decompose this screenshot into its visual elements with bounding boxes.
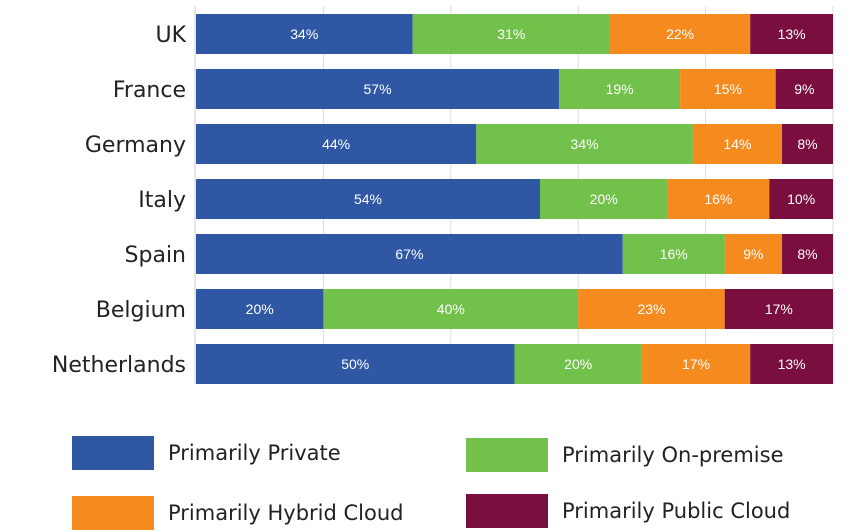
bar-spain-primarily-public-cloud <box>782 234 833 274</box>
bar-italy-primarily-private <box>196 179 540 219</box>
bar-uk-primarily-hybrid-cloud <box>610 14 751 54</box>
legend-swatch <box>72 436 154 470</box>
legend-item-primarily-public-cloud: Primarily Public Cloud <box>466 494 790 528</box>
data-label-spain-primarily-on-premise: 16% <box>660 246 688 262</box>
data-label-france-primarily-hybrid-cloud: 15% <box>714 81 742 97</box>
legend-label: Primarily Hybrid Cloud <box>168 501 404 525</box>
bar-uk-primarily-on-premise <box>412 14 611 54</box>
category-label-spain: Spain <box>125 243 186 268</box>
data-label-belgium-primarily-private: 20% <box>246 301 274 317</box>
legend-label: Primarily Private <box>168 441 341 465</box>
data-label-netherlands-primarily-hybrid-cloud: 17% <box>682 356 710 372</box>
data-label-netherlands-primarily-private: 50% <box>341 356 369 372</box>
data-label-italy-primarily-private: 54% <box>354 191 382 207</box>
bar-belgium-primarily-hybrid-cloud <box>578 289 725 329</box>
bar-france-primarily-private <box>196 69 560 109</box>
bar-france-primarily-on-premise <box>559 69 681 109</box>
data-label-germany-primarily-on-premise: 34% <box>571 136 599 152</box>
data-label-germany-primarily-hybrid-cloud: 14% <box>723 136 751 152</box>
data-label-belgium-primarily-hybrid-cloud: 23% <box>637 301 665 317</box>
legend-swatch <box>466 494 548 528</box>
data-label-italy-primarily-on-premise: 20% <box>590 191 618 207</box>
bar-netherlands-primarily-on-premise <box>514 344 642 384</box>
bar-germany-primarily-private <box>196 124 477 164</box>
data-label-italy-primarily-public-cloud: 10% <box>787 191 815 207</box>
data-label-netherlands-primarily-on-premise: 20% <box>564 356 592 372</box>
data-label-spain-primarily-hybrid-cloud: 9% <box>743 246 763 262</box>
category-label-germany: Germany <box>85 133 186 158</box>
category-label-italy: Italy <box>138 188 186 213</box>
bar-netherlands-primarily-public-cloud <box>750 344 833 384</box>
data-label-france-primarily-private: 57% <box>364 81 392 97</box>
data-label-italy-primarily-hybrid-cloud: 16% <box>704 191 732 207</box>
data-label-netherlands-primarily-public-cloud: 13% <box>778 356 806 372</box>
bars-group: 34% 31% 22% 13% 57% 19% 15% 9% 44% 34% 14% 8% 54% 20%… <box>196 14 833 384</box>
bar-italy-primarily-on-premise <box>539 179 668 219</box>
bar-france-primarily-hybrid-cloud <box>680 69 776 109</box>
bar-italy-primarily-public-cloud <box>769 179 833 219</box>
bar-netherlands-primarily-private <box>196 344 515 384</box>
bar-spain-primarily-on-premise <box>622 234 725 274</box>
data-label-uk-primarily-on-premise: 31% <box>497 26 525 42</box>
stacked-bar-chart: 34% 31% 22% 13% 57% 19% 15% 9% 44% 34% 14% 8% 54% 20%… <box>52 6 834 384</box>
data-label-france-primarily-public-cloud: 9% <box>794 81 814 97</box>
legend-item-primarily-private: Primarily Private <box>72 436 341 470</box>
legend-item-primarily-on-premise: Primarily On-premise <box>466 438 783 472</box>
data-label-uk-primarily-public-cloud: 13% <box>778 26 806 42</box>
data-label-spain-primarily-private: 67% <box>395 246 423 262</box>
bar-spain-primarily-private <box>196 234 623 274</box>
bar-germany-primarily-hybrid-cloud <box>692 124 783 164</box>
bar-italy-primarily-hybrid-cloud <box>667 179 770 219</box>
data-label-spain-primarily-public-cloud: 8% <box>797 246 817 262</box>
category-label-netherlands: Netherlands <box>52 353 186 378</box>
legend-swatch <box>72 496 154 530</box>
bar-netherlands-primarily-hybrid-cloud <box>641 344 751 384</box>
category-labels: UK France Germany Italy Spain Belgium Netherla… <box>52 23 187 378</box>
data-label-uk-primarily-private: 34% <box>290 26 318 42</box>
data-label-belgium-primarily-public-cloud: 17% <box>765 301 793 317</box>
bar-germany-primarily-on-premise <box>476 124 693 164</box>
data-label-belgium-primarily-on-premise: 40% <box>437 301 465 317</box>
legend-label: Primarily Public Cloud <box>562 499 791 523</box>
data-label-germany-primarily-private: 44% <box>322 136 350 152</box>
legend-item-primarily-hybrid-cloud: Primarily Hybrid Cloud <box>72 496 404 530</box>
bar-belgium-primarily-on-premise <box>323 289 579 329</box>
bar-france-primarily-public-cloud <box>775 69 833 109</box>
category-label-belgium: Belgium <box>96 298 186 323</box>
category-label-uk: UK <box>155 23 186 48</box>
data-label-germany-primarily-public-cloud: 8% <box>797 136 817 152</box>
bar-uk-primarily-private <box>196 14 413 54</box>
data-label-france-primarily-on-premise: 19% <box>606 81 634 97</box>
bar-belgium-primarily-public-cloud <box>724 289 833 329</box>
legend-label: Primarily On-premise <box>562 443 784 467</box>
bar-spain-primarily-hybrid-cloud <box>724 234 783 274</box>
bar-uk-primarily-public-cloud <box>750 14 833 54</box>
category-label-france: France <box>113 78 186 103</box>
legend-swatch <box>466 438 548 472</box>
data-label-uk-primarily-hybrid-cloud: 22% <box>666 26 694 42</box>
bar-belgium-primarily-private <box>196 289 324 329</box>
legend: Primarily Private Primarily On-premise Pri… <box>0 400 855 532</box>
bar-germany-primarily-public-cloud <box>782 124 833 164</box>
